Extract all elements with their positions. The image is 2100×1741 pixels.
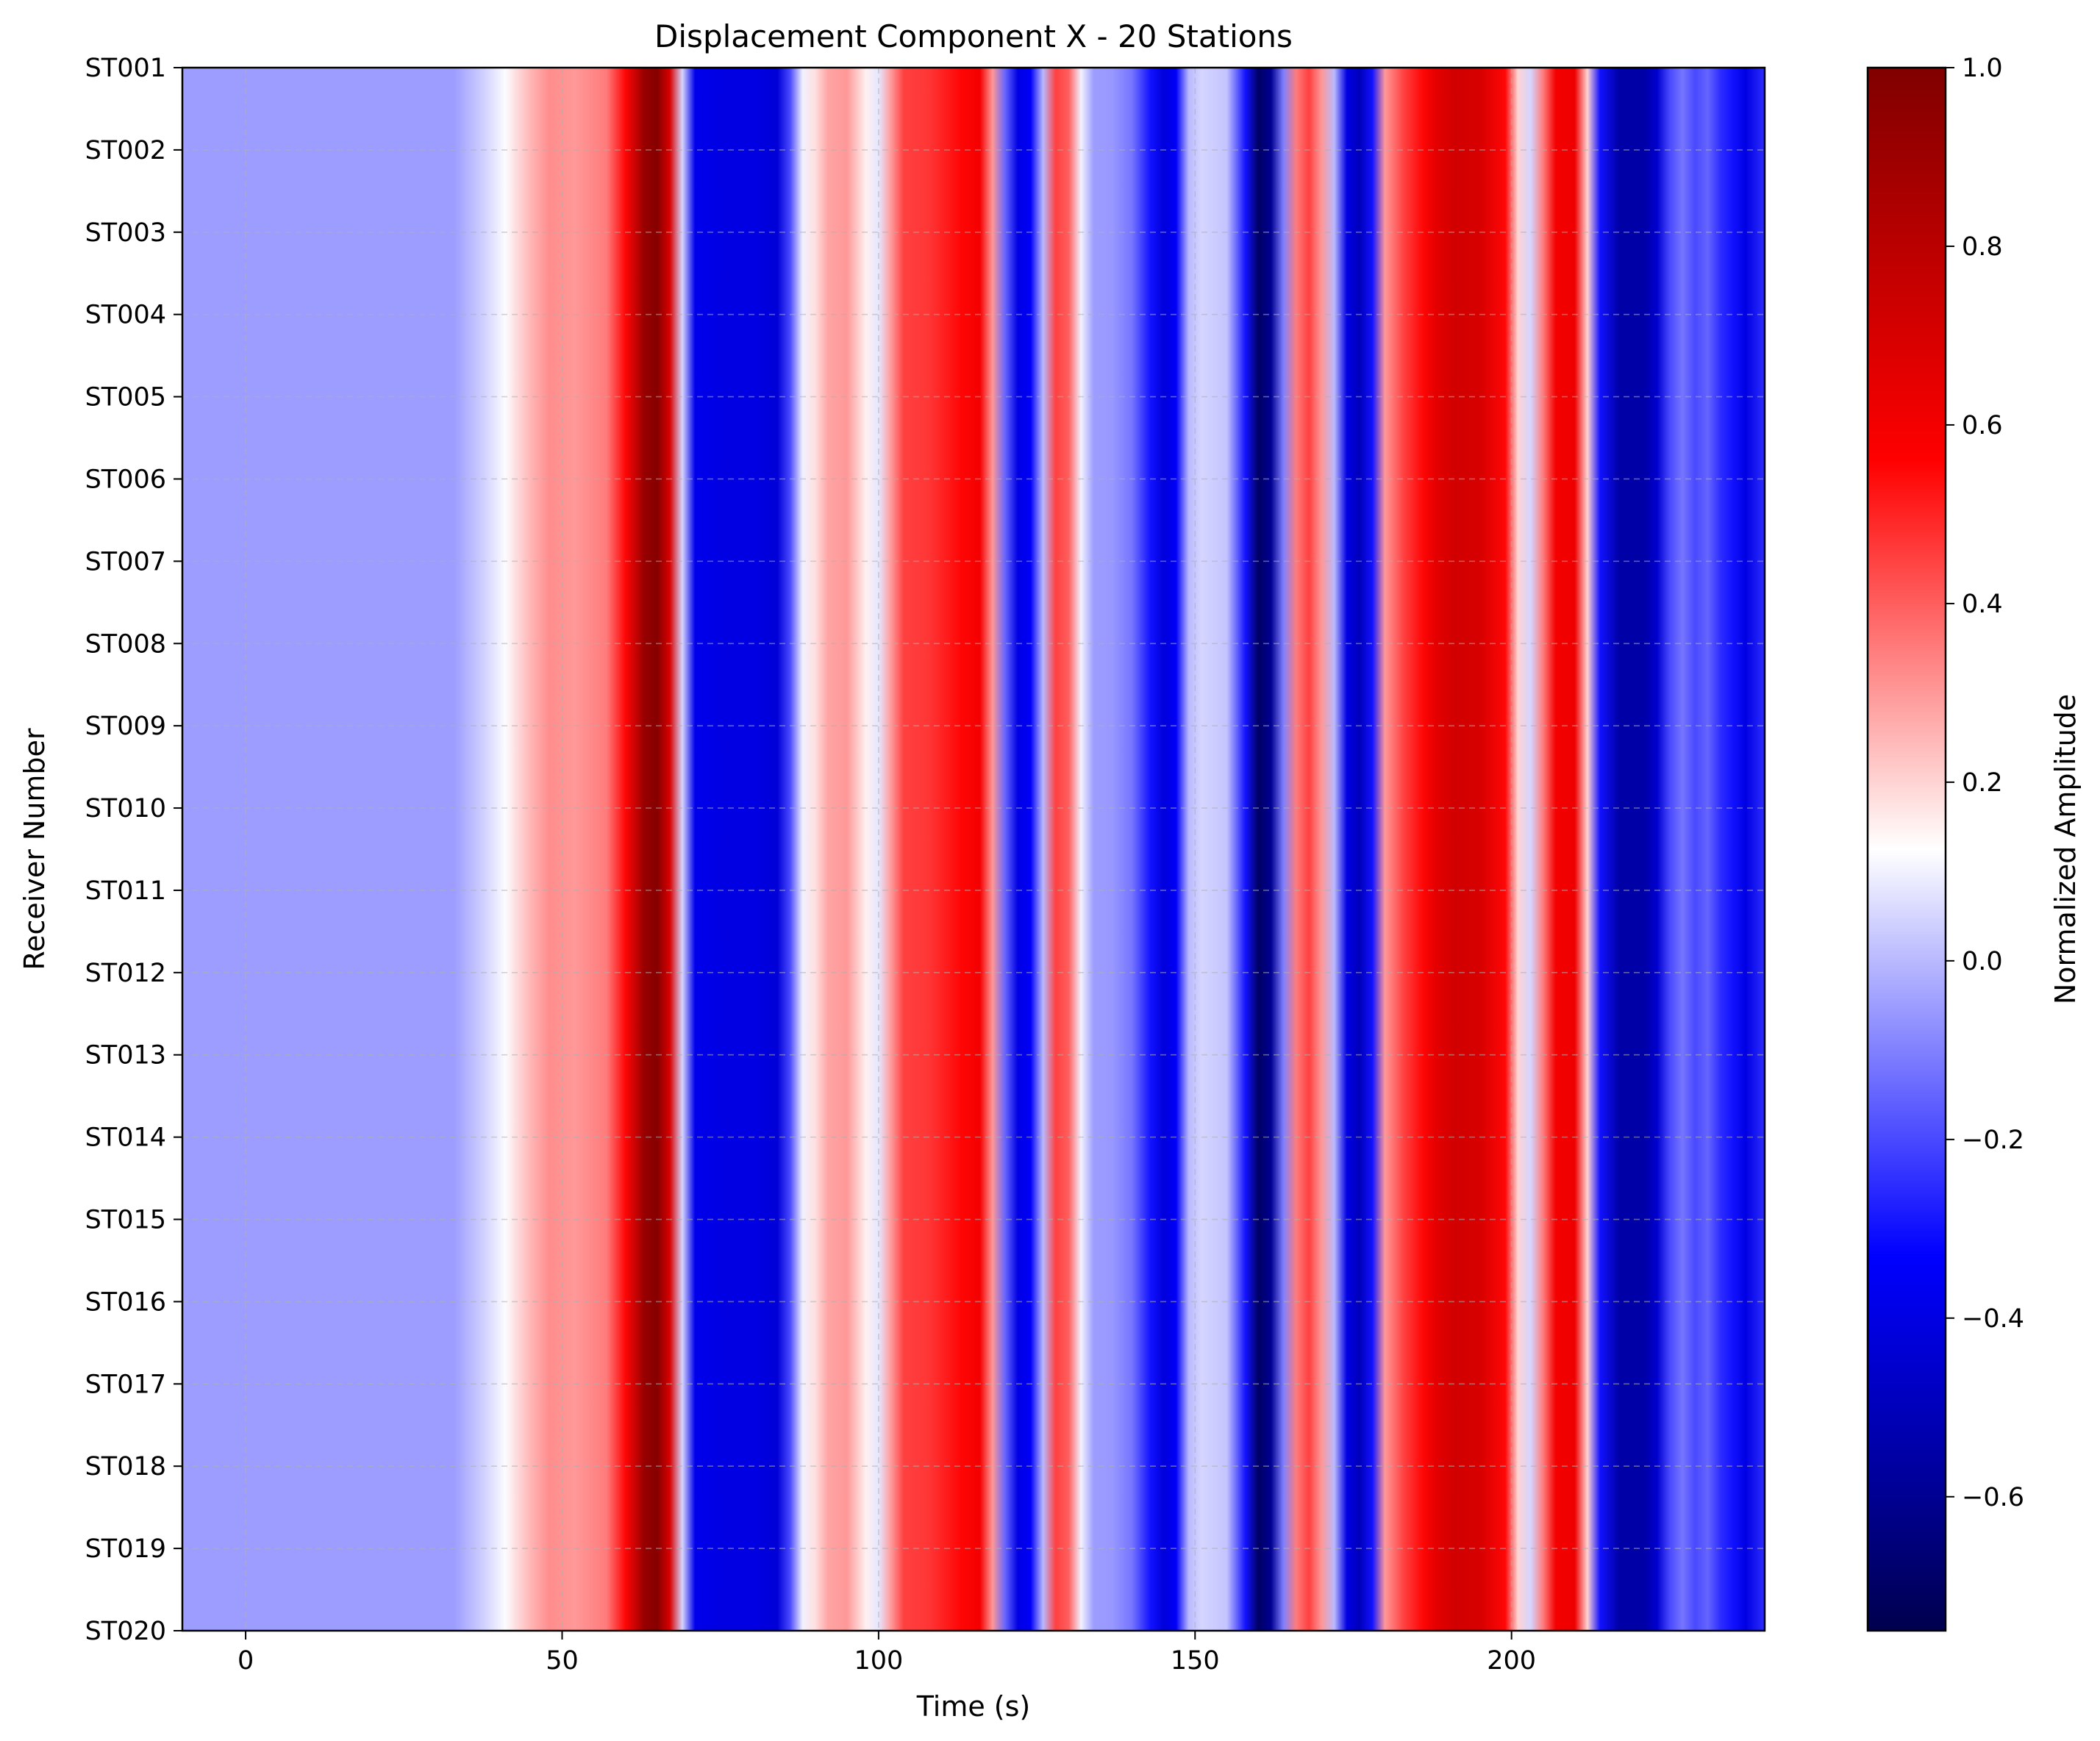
colorbar-label: Normalized Amplitude	[2049, 694, 2082, 1004]
y-axis-label: Receiver Number	[18, 728, 51, 970]
station-label: ST002	[85, 136, 166, 165]
chart-title: Displacement Component X - 20 Stations	[654, 18, 1293, 54]
x-tick-label: 50	[546, 1646, 579, 1676]
station-label: ST012	[85, 959, 166, 988]
colorbar-tick-label: 1.0	[1962, 54, 2003, 83]
colorbar-frame	[1866, 66, 1947, 1632]
y-axis-ticks: ST001 ST002 ST003 ST004 ST005 ST006 ST007 ST008…	[85, 54, 182, 1646]
x-axis-ticks: 0 50 100 150 200	[238, 1631, 1536, 1676]
station-label: ST009	[85, 712, 166, 741]
station-label: ST003	[85, 218, 166, 248]
x-tick-label: 150	[1171, 1646, 1220, 1676]
station-label: ST007	[85, 547, 166, 576]
colorbar-tick-label: −0.4	[1962, 1304, 2024, 1334]
station-label: ST019	[85, 1534, 166, 1564]
colorbar-tick-label: 0.0	[1962, 947, 2003, 976]
station-label: ST006	[85, 465, 166, 494]
plot-area	[181, 66, 1766, 1632]
station-label: ST018	[85, 1452, 166, 1481]
station-label: ST011	[85, 876, 166, 906]
station-label: ST020	[85, 1617, 166, 1646]
colorbar-tick-label: 0.6	[1962, 411, 2003, 440]
station-label: ST005	[85, 383, 166, 412]
station-label: ST008	[85, 629, 166, 659]
colorbar-tick-label: 0.8	[1962, 232, 2003, 262]
station-label: ST004	[85, 301, 166, 330]
x-tick-label: 0	[238, 1646, 254, 1676]
colorbar-ramp	[1868, 68, 1946, 1631]
x-tick-label: 100	[854, 1646, 903, 1676]
station-label: ST015	[85, 1206, 166, 1235]
station-label: ST013	[85, 1041, 166, 1070]
colorbar-tick-label: 0.4	[1962, 590, 2003, 619]
station-label: ST001	[85, 54, 166, 83]
station-label: ST010	[85, 794, 166, 823]
x-axis-label: Time (s)	[916, 1690, 1031, 1723]
heatmap-band	[182, 68, 1765, 1631]
colorbar-tick-label: −0.2	[1962, 1126, 2024, 1155]
station-label: ST016	[85, 1287, 166, 1317]
station-label: ST017	[85, 1370, 166, 1399]
x-tick-label: 200	[1487, 1646, 1536, 1676]
colorbar-ticks: 1.0 0.8 0.6 0.4 0.2 0.0 −0.2 −0.4 −0.6	[1946, 54, 2024, 1512]
colorbar: 1.0 0.8 0.6 0.4 0.2 0.0 −0.2 −0.4 −0.6 Normalize…	[1866, 54, 2082, 1632]
plot-frame	[181, 66, 1766, 1632]
colorbar-tick-label: −0.6	[1962, 1483, 2024, 1512]
station-label: ST014	[85, 1123, 166, 1153]
colorbar-tick-label: 0.2	[1962, 768, 2003, 798]
